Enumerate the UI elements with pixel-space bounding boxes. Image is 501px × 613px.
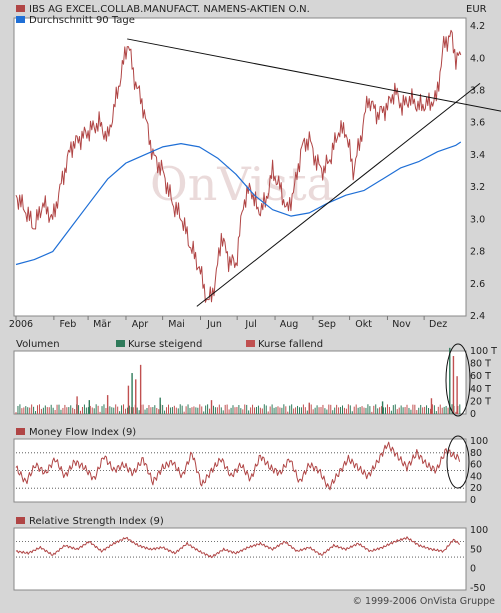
trendline — [196, 98, 462, 307]
price-legend-label: IBS AG EXCEL.COLLAB.MANUFACT. NAMENS-AKT… — [29, 4, 310, 15]
rsi-y-tick: 50 — [470, 544, 482, 555]
price-y-tick: 3.4 — [470, 150, 485, 161]
price-y-tick: 3.6 — [470, 118, 485, 129]
volume-down-swatch — [246, 340, 255, 347]
price-x-tick-label: Nov — [392, 319, 411, 330]
rsi-panel — [13, 527, 467, 591]
rsi-series-line — [15, 536, 460, 559]
volume-down-label: Kurse fallend — [258, 339, 323, 350]
price-y-tick: 2.4 — [470, 311, 485, 322]
volume-highlight-ellipse — [445, 343, 471, 417]
price-x-tick-label: Mär — [93, 319, 111, 330]
mfi-y-tick: 80 — [470, 448, 482, 459]
price-y-tick: 3.8 — [470, 85, 485, 96]
avg-legend-label: Durchschnitt 90 Tage — [29, 15, 135, 26]
price-y-tick: 4.2 — [470, 21, 485, 32]
mfi-y-tick: 0 — [470, 495, 476, 506]
trendline-extension — [460, 83, 481, 99]
trendline — [127, 38, 501, 112]
rsi-y-tick: 100 — [470, 525, 488, 536]
currency-label: EUR — [466, 4, 487, 15]
price-x-tick-label: Apr — [132, 319, 149, 330]
copyright-footer: © 1999-2006 OnVista Gruppe — [352, 596, 495, 607]
price-series-line — [15, 29, 462, 303]
price-x-tick-label: Aug — [280, 319, 299, 330]
mfi-title: Money Flow Index (9) — [29, 427, 136, 438]
price-y-tick: 4.0 — [470, 53, 485, 64]
price-legend-swatch — [16, 5, 25, 12]
volume-up-label: Kurse steigend — [128, 339, 202, 350]
rsi-y-tick: -50 — [470, 583, 486, 594]
rsi-title: Relative Strength Index (9) — [29, 516, 164, 527]
volume-y-tick: 100 T — [470, 346, 497, 357]
watermark: OnVista — [150, 157, 334, 211]
mfi-panel — [13, 438, 467, 503]
volume-y-tick: 60 T — [470, 371, 491, 382]
price-x-tick-label: Dez — [429, 319, 447, 330]
volume-y-tick: 0 — [470, 409, 476, 420]
volume-title: Volumen — [16, 339, 60, 350]
price-y-tick: 3.0 — [470, 214, 485, 225]
price-y-tick: 2.6 — [470, 279, 485, 290]
mfi-y-tick: 20 — [470, 483, 482, 494]
avg-series-line — [15, 141, 462, 266]
price-x-tick-label: Okt — [355, 319, 372, 330]
price-x-tick-label: Sep — [318, 319, 336, 330]
price-x-tick-label: Feb — [59, 319, 76, 330]
price-x-tick-label: Mai — [168, 319, 185, 330]
mfi-series-line — [15, 441, 461, 491]
avg-legend-swatch — [16, 16, 25, 23]
volume-y-tick: 80 T — [470, 359, 491, 370]
price-x-tick-label: 2006 — [9, 319, 33, 330]
mfi-y-tick: 100 — [470, 436, 488, 447]
price-x-tick-label: Jul — [244, 319, 256, 330]
price-x-tick-label: Jun — [206, 319, 222, 330]
price-y-tick: 2.8 — [470, 247, 485, 258]
volume-y-tick: 20 T — [470, 396, 491, 407]
price-panel — [13, 17, 467, 317]
volume-y-tick: 40 T — [470, 384, 491, 395]
rsi-y-tick: 0 — [470, 564, 476, 575]
rsi-swatch — [16, 517, 25, 524]
mfi-highlight-ellipse — [446, 435, 470, 489]
mfi-swatch — [16, 428, 25, 435]
price-y-tick: 3.2 — [470, 182, 485, 193]
mfi-y-tick: 40 — [470, 471, 482, 482]
mfi-y-tick: 60 — [470, 460, 482, 471]
volume-panel — [13, 350, 467, 415]
volume-up-swatch — [116, 340, 125, 347]
